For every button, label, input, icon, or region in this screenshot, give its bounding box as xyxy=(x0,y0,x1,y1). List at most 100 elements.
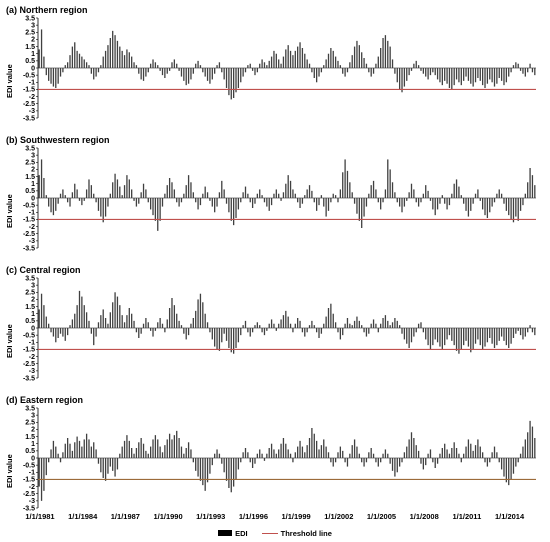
panel-b-edi-bar xyxy=(410,183,413,198)
panel-a-edi-bar xyxy=(232,68,235,98)
panel-d-edi-bar xyxy=(251,458,254,468)
panel-a-edi-bar xyxy=(221,68,223,73)
panel-b-edi-bar xyxy=(361,198,363,228)
panel-c-ytick: 3.5 xyxy=(25,275,35,282)
panel-c-edi-bar xyxy=(394,318,396,328)
panel-a-edi-bar xyxy=(209,68,211,84)
panel-d-edi-bar xyxy=(218,453,221,458)
panel-c-edi-bar xyxy=(57,328,59,338)
panel-b-ytick: -3.5 xyxy=(23,245,35,252)
panel-b-edi-bar xyxy=(510,198,512,220)
panel-c-ytick: 0 xyxy=(31,325,35,332)
panel-b-edi-bar xyxy=(337,198,339,203)
panel-c-edi-bar xyxy=(275,328,277,331)
panel-b-edi-bar xyxy=(479,198,481,201)
panel-a-edi-bar xyxy=(237,68,240,88)
panel-d-edi-bar xyxy=(48,458,50,463)
panel-d-edi-bar xyxy=(45,458,47,476)
panel-c-edi-bar xyxy=(496,328,498,346)
panel-a-edi-bar xyxy=(334,56,337,68)
panel-d-ytick: -2 xyxy=(29,484,35,491)
panel-d-edi-bar xyxy=(363,458,365,467)
panel-a-edi-bar xyxy=(270,56,273,68)
panel-b-edi-bar xyxy=(508,198,510,216)
panel-d-edi-bar xyxy=(417,450,420,458)
panel-c-ytick: 2 xyxy=(31,297,35,304)
panel-a-edi-bar xyxy=(263,62,266,68)
panel-a-edi-bar xyxy=(361,52,363,68)
panel-b-edi-bar xyxy=(145,189,147,198)
panel-d-edi-bar xyxy=(180,446,183,458)
panel-a-edi-bar xyxy=(332,50,334,68)
panel-b-edi-bar xyxy=(375,189,377,198)
panel-a-edi-bar xyxy=(145,68,147,77)
panel-a-edi-bar xyxy=(444,68,446,81)
panel-b-edi-bar xyxy=(436,198,439,210)
panel-c-edi-bar xyxy=(95,328,97,337)
panel-a-edi-bar xyxy=(52,68,55,87)
panel-d-edi-bar xyxy=(458,453,460,458)
panel-c-ytick: 2.5 xyxy=(25,290,35,297)
panel-b-edi-bar xyxy=(112,182,114,198)
panel-a-edi-bar xyxy=(192,68,194,74)
x-tick-label: 1/1/1981 xyxy=(25,512,54,521)
panel-a-edi-bar xyxy=(522,68,524,74)
panel-b-edi-bar xyxy=(451,193,453,198)
panel-b-edi-bar xyxy=(470,198,472,211)
panel-d-edi-bar xyxy=(256,453,259,458)
panel-d-ytick: -3.5 xyxy=(23,505,35,512)
panel-c-edi-bar xyxy=(221,328,223,343)
panel-c-edi-bar xyxy=(491,328,493,344)
panel-d-edi-bar xyxy=(479,446,481,458)
panel-d-edi-bar xyxy=(247,452,249,458)
panel-c-edi-bar xyxy=(38,309,40,328)
panel-b-edi-bar xyxy=(320,195,323,198)
panel-c-edi-bar xyxy=(339,328,342,340)
panel-c-edi-bar xyxy=(197,299,199,328)
panel-a-edi-bar xyxy=(489,68,491,80)
panel-b-ytick: 1.5 xyxy=(25,174,35,181)
panel-c-edi-bar xyxy=(368,328,370,334)
panel-a-edi-bar xyxy=(441,68,443,86)
panel-a-edi-bar xyxy=(97,68,100,73)
panel-b-edi-bar xyxy=(448,198,451,206)
panel-d-edi-bar xyxy=(76,436,78,458)
panel-b-edi-bar xyxy=(332,193,334,198)
panel-a-edi-bar xyxy=(195,63,197,68)
panel-c-edi-bar xyxy=(484,328,486,347)
panel-a-edi-bar xyxy=(66,62,69,68)
panel-c-edi-bar xyxy=(185,328,187,340)
panel-a-edi-bar xyxy=(166,68,168,74)
panel-c-edi-bar xyxy=(247,328,249,333)
panel-d-edi-bar xyxy=(282,438,285,458)
panel-c-edi-bar xyxy=(263,328,266,336)
panel-a-edi-bar xyxy=(62,68,64,73)
panel-a-edi-bar xyxy=(55,68,57,88)
panel-c-ytick: 1 xyxy=(31,311,35,318)
panel-a-ytick: -3.5 xyxy=(23,115,35,122)
x-tick-label: 1/1/1987 xyxy=(111,512,140,521)
panel-c-edi-bar xyxy=(375,323,377,328)
panel-b-edi-bar xyxy=(441,195,443,198)
panel-b-edi-bar xyxy=(192,192,194,198)
x-tick-label: 1/1/2002 xyxy=(324,512,353,521)
panel-b-edi-bar xyxy=(420,198,422,203)
panel-a-edi-bar xyxy=(74,42,76,68)
panel-c-edi-bar xyxy=(308,325,311,328)
panel-a-edi-bar xyxy=(527,68,529,73)
panel-c-edi-bar xyxy=(503,328,505,341)
panel-a-edi-bar xyxy=(254,68,256,76)
panel-b-edi-bar xyxy=(372,180,375,198)
panel-a-edi-bar xyxy=(510,68,512,73)
panel-c-edi-bar xyxy=(363,328,365,333)
panel-a-edi-bar xyxy=(76,50,78,68)
panel-a-ytick: -2.5 xyxy=(23,101,35,108)
panel-b-edi-bar xyxy=(216,198,218,207)
panel-a-ytick: -3 xyxy=(29,108,35,115)
panel-b-edi-bar xyxy=(389,169,391,198)
panel-b-edi-bar xyxy=(505,198,508,211)
panel-b-edi-bar xyxy=(474,193,477,198)
panel-c-edi-bar xyxy=(235,328,237,348)
panel-c-edi-bar xyxy=(448,328,451,336)
panel-c-edi-bar xyxy=(529,325,531,328)
